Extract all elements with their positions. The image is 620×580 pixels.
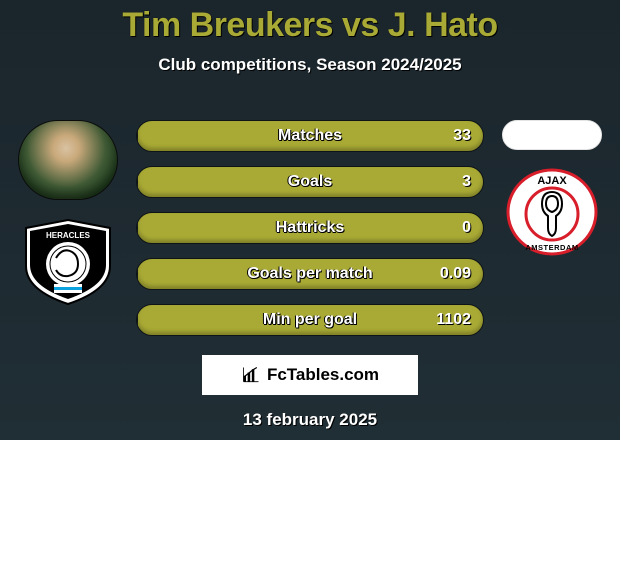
stat-row-hattricks: Hattricks 0 bbox=[136, 212, 484, 244]
stat-label: Matches bbox=[189, 127, 431, 145]
stat-row-goals: Goals 3 bbox=[136, 166, 484, 198]
svg-text:AMSTERDAM: AMSTERDAM bbox=[525, 243, 578, 252]
stat-value-right: 1102 bbox=[436, 311, 471, 329]
stat-left-fill bbox=[137, 305, 138, 335]
stat-value-right: 0.09 bbox=[440, 265, 471, 283]
svg-text:HERACLES: HERACLES bbox=[46, 231, 91, 240]
club-badge-ajax: AJAX AMSTERDAM bbox=[502, 168, 602, 256]
stat-left-fill bbox=[137, 167, 138, 197]
heracles-shield-icon: HERACLES bbox=[18, 218, 118, 306]
player-right-avatar bbox=[502, 120, 602, 150]
stat-label: Min per goal bbox=[189, 311, 431, 329]
stat-label: Goals per match bbox=[189, 265, 431, 283]
stat-row-goals-per-match: Goals per match 0.09 bbox=[136, 258, 484, 290]
page-subtitle: Club competitions, Season 2024/2025 bbox=[0, 55, 620, 75]
right-player-column: AJAX AMSTERDAM bbox=[492, 120, 612, 256]
stat-label: Goals bbox=[189, 173, 431, 191]
stat-label: Hattricks bbox=[189, 219, 431, 237]
stat-left-fill bbox=[137, 259, 138, 289]
comparison-card: Tim Breukers vs J. Hato Club competition… bbox=[0, 0, 620, 440]
stat-value-right: 33 bbox=[453, 127, 471, 145]
stat-left-fill bbox=[137, 213, 138, 243]
ajax-badge-icon: AJAX AMSTERDAM bbox=[502, 168, 602, 256]
date-label: 13 february 2025 bbox=[243, 410, 377, 430]
stat-value-right: 0 bbox=[462, 219, 471, 237]
stat-left-fill bbox=[137, 121, 138, 151]
left-player-column: HERACLES bbox=[8, 120, 128, 306]
club-badge-heracles: HERACLES bbox=[18, 218, 118, 306]
player-left-avatar bbox=[18, 120, 118, 200]
stats-container: Matches 33 Goals 3 Hattricks 0 Goals per… bbox=[136, 120, 484, 336]
stat-row-matches: Matches 33 bbox=[136, 120, 484, 152]
page-title: Tim Breukers vs J. Hato bbox=[0, 0, 620, 45]
svg-text:AJAX: AJAX bbox=[537, 175, 567, 187]
stat-row-min-per-goal: Min per goal 1102 bbox=[136, 304, 484, 336]
bar-chart-icon bbox=[241, 365, 261, 385]
watermark: FcTables.com bbox=[202, 355, 418, 395]
stat-value-right: 3 bbox=[462, 173, 471, 191]
watermark-text: FcTables.com bbox=[267, 365, 379, 385]
